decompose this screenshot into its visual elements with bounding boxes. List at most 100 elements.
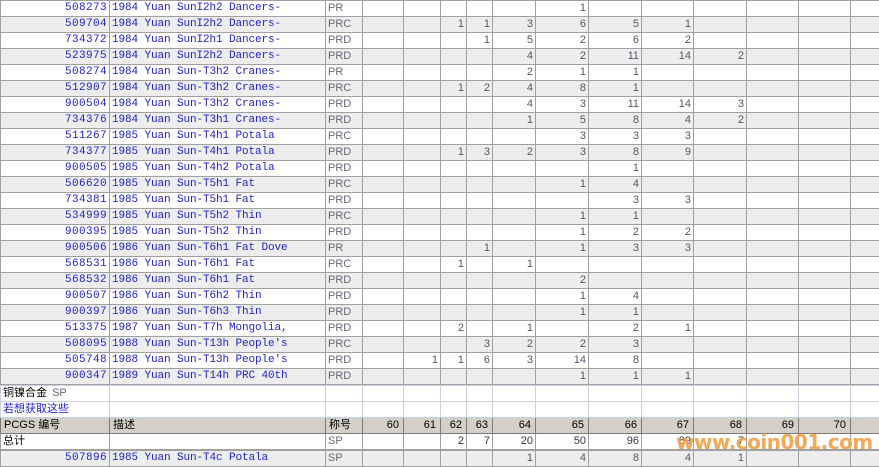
coin-description-link[interactable]: 1984 Yuan Sun-T3h1 Cranes- [110,113,326,129]
coin-description-link[interactable]: 1985 Yuan Sun-T5h1 Fat [110,177,326,193]
grade-count-61 [404,273,441,289]
grade-count-64 [493,369,536,385]
note-link[interactable]: 若想获取这些 [1,402,110,418]
column-header-64[interactable]: 64 [493,418,536,434]
grade-count-62: 1 [441,257,467,273]
grade-count-66: 8 [589,145,642,161]
grade-count-68 [694,129,747,145]
pcgs-number-link[interactable]: 506620 [1,177,110,193]
coin-description-link[interactable]: 1989 Yuan Sun-T14h PRC 40th [110,369,326,385]
pcgs-number-link[interactable]: 568532 [1,273,110,289]
pcgs-number-link[interactable]: 508095 [1,337,110,353]
coin-description-link[interactable]: 1984 Yuan SunI2h1 Dancers- [110,33,326,49]
coin-description-link[interactable]: 1984 Yuan Sun-T3h2 Cranes- [110,65,326,81]
coin-description-link[interactable]: 1988 Yuan Sun-T13h People's [110,337,326,353]
grade-designation-cell: PRD [326,193,363,209]
grade-count-61 [404,145,441,161]
grade-count-70 [799,209,851,225]
pcgs-number-link[interactable]: 568531 [1,257,110,273]
grade-count-60 [363,273,404,289]
pcgs-number-link[interactable]: 900505 [1,161,110,177]
pcgs-number-link[interactable]: 900395 [1,225,110,241]
coin-description-link[interactable]: 1984 Yuan SunI2h2 Dancers- [110,49,326,65]
grade-count-67: 14 [642,49,694,65]
grade-count-70 [799,113,851,129]
summary-table: 铜镍合金 SP 若想获取这些 [0,385,879,450]
grade-count-65: 14 [536,353,589,369]
pcgs-number-link[interactable]: 523975 [1,49,110,65]
metal-desc-cell [110,386,326,402]
coin-description-link[interactable]: 1985 Yuan Sun-T5h1 Fat [110,193,326,209]
column-header-61[interactable]: 61 [404,418,441,434]
pcgs-number-link[interactable]: 734372 [1,33,110,49]
column-header-60[interactable]: 60 [363,418,404,434]
coin-description-link[interactable]: 1984 Yuan Sun-T3h2 Cranes- [110,81,326,97]
coin-description-link[interactable]: 1985 Yuan Sun-T5h2 Thin [110,225,326,241]
column-header-69[interactable]: 69 [747,418,799,434]
column-header-PCGS 编号[interactable]: PCGS 编号 [1,418,110,434]
pcgs-number-link[interactable]: 509704 [1,17,110,33]
pcgs-number-link[interactable]: 734377 [1,145,110,161]
coin-description-link[interactable]: 1986 Yuan Sun-T6h1 Fat Dove [110,241,326,257]
pcgs-number-link[interactable]: 508273 [1,1,110,17]
grade-count-63 [467,161,493,177]
coin-description-link[interactable]: 1986 Yuan Sun-T6h1 Fat [110,257,326,273]
coin-description-link[interactable]: 1985 Yuan Sun-T4c Potala [110,451,326,467]
pcgs-number-link[interactable]: 900397 [1,305,110,321]
coin-description-link[interactable]: 1984 Yuan Sun-T3h2 Cranes- [110,97,326,113]
column-header-65[interactable]: 65 [536,418,589,434]
note-g69 [747,402,799,418]
column-header-称号[interactable]: 称号 [326,418,363,434]
pcgs-number-link[interactable]: 734381 [1,193,110,209]
coin-description-link[interactable]: 1986 Yuan Sun-T6h1 Fat [110,273,326,289]
pcgs-number-link[interactable]: 513375 [1,321,110,337]
grade-count-62 [441,33,467,49]
coin-description-link[interactable]: 1984 Yuan SunI2h2 Dancers- [110,17,326,33]
coin-description-link[interactable]: 1987 Yuan Sun-T7h Mongolia, [110,321,326,337]
note-g62 [441,402,467,418]
grade-count-63 [467,369,493,385]
metal-total [851,386,879,402]
grade-count-63 [467,321,493,337]
coin-description-link[interactable]: 1985 Yuan Sun-T5h2 Thin [110,209,326,225]
grade-count-65: 8 [536,81,589,97]
pcgs-number-link[interactable]: 900347 [1,369,110,385]
pcgs-number-link[interactable]: 512907 [1,81,110,97]
coin-description-link[interactable]: 1985 Yuan Sun-T4h1 Potala [110,145,326,161]
column-header-66[interactable]: 66 [589,418,642,434]
grade-count-65: 2 [536,33,589,49]
grade-count-69 [747,145,799,161]
bottom-block: 铜镍合金 SP 若想获取这些 [0,385,879,467]
column-header-70[interactable]: 70 [799,418,851,434]
pcgs-number-link[interactable]: 900506 [1,241,110,257]
grade-count-60 [363,193,404,209]
pcgs-number-link[interactable]: 507896 [1,451,110,467]
coin-description-link[interactable]: 1986 Yuan Sun-T6h2 Thin [110,289,326,305]
pcgs-number-link[interactable]: 900507 [1,289,110,305]
column-header-68[interactable]: 68 [694,418,747,434]
column-header-总计[interactable]: 总计 [851,418,879,434]
row-total-cell: 33 [851,49,879,65]
pcgs-number-link[interactable]: 508274 [1,65,110,81]
column-header-63[interactable]: 63 [467,418,493,434]
pcgs-number-link[interactable]: 505748 [1,353,110,369]
grade-count-69 [747,81,799,97]
grade-count-63 [467,65,493,81]
grade-count-64: 3 [493,17,536,33]
pcgs-number-link[interactable]: 534999 [1,209,110,225]
coin-description-link[interactable]: 1985 Yuan Sun-T4h2 Potala [110,161,326,177]
column-header-62[interactable]: 62 [441,418,467,434]
pcgs-number-link[interactable]: 900504 [1,97,110,113]
row-total-cell: 6 [851,321,879,337]
column-header-67[interactable]: 67 [642,418,694,434]
coin-description-link[interactable]: 1984 Yuan SunI2h2 Dancers- [110,1,326,17]
pcgs-number-link[interactable]: 734376 [1,113,110,129]
column-header-描述[interactable]: 描述 [110,418,326,434]
coin-description-link[interactable]: 1988 Yuan Sun-T13h People's [110,353,326,369]
coin-description-link[interactable]: 1986 Yuan Sun-T6h3 Thin [110,305,326,321]
coin-description-link[interactable]: 1985 Yuan Sun-T4h1 Potala [110,129,326,145]
pcgs-number-link[interactable]: 511267 [1,129,110,145]
